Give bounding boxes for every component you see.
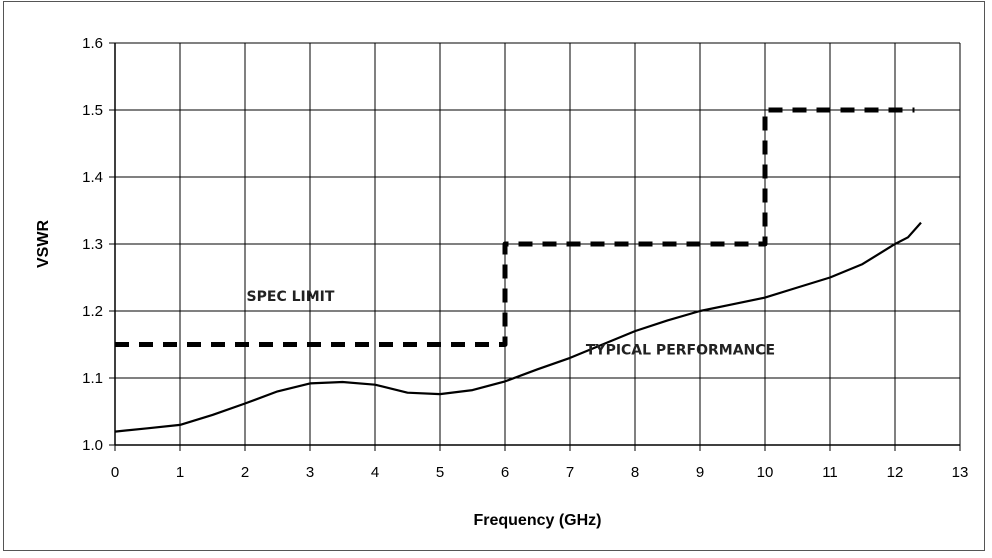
- x-tick-label: 10: [757, 464, 774, 481]
- y-tick-label: 1.3: [82, 236, 103, 253]
- chart-frame: 0 1 2 3 4 5 6 7 8 9 10 11 12 13 1.0 1.1 1.2 1.3 1.4 1.5 1.6 …: [3, 1, 985, 551]
- x-tick-label: 9: [696, 464, 704, 481]
- annotations: SPEC LIMIT TYPICAL PERFORMANCE: [247, 289, 776, 359]
- x-tick-label: 8: [631, 464, 639, 481]
- x-tick-label: 6: [501, 464, 509, 481]
- x-tick-label: 11: [822, 464, 838, 481]
- series-group: [114, 107, 922, 433]
- x-tick-label: 2: [241, 464, 249, 481]
- x-tick-label: 7: [566, 464, 574, 481]
- x-tick-label: 3: [306, 464, 314, 481]
- annotation-label: TYPICAL PERFORMANCE: [586, 343, 775, 359]
- y-tick-label: 1.4: [82, 169, 103, 186]
- x-axis-label: Frequency (GHz): [473, 512, 601, 529]
- y-tick-label: 1.6: [82, 35, 103, 52]
- x-tick-label: 0: [111, 464, 119, 481]
- x-tick-label: 5: [436, 464, 444, 481]
- x-tick-label: 4: [371, 464, 379, 481]
- axis-ticks: 0 1 2 3 4 5 6 7 8 9 10 11 12 131.01.11.21.31.41.51.6: [82, 35, 968, 481]
- x-tick-label: 1: [176, 464, 184, 481]
- spec-limit-line: [115, 107, 915, 347]
- x-tick-label: 13: [952, 464, 969, 481]
- x-tick-label: 12: [887, 464, 904, 481]
- grid: [114, 42, 961, 446]
- typical-performance-line: [114, 221, 922, 433]
- y-axis-label: VSWR: [35, 220, 52, 268]
- y-tick-label: 1.2: [82, 303, 103, 320]
- annotation-label: SPEC LIMIT: [247, 289, 335, 305]
- y-tick-label: 1.0: [82, 437, 103, 454]
- vswr-chart: 0 1 2 3 4 5 6 7 8 9 10 11 12 131.01.11.21.31.41.51.6 …: [35, 35, 968, 529]
- y-tick-label: 1.5: [82, 102, 103, 119]
- y-tick-label: 1.1: [82, 370, 103, 387]
